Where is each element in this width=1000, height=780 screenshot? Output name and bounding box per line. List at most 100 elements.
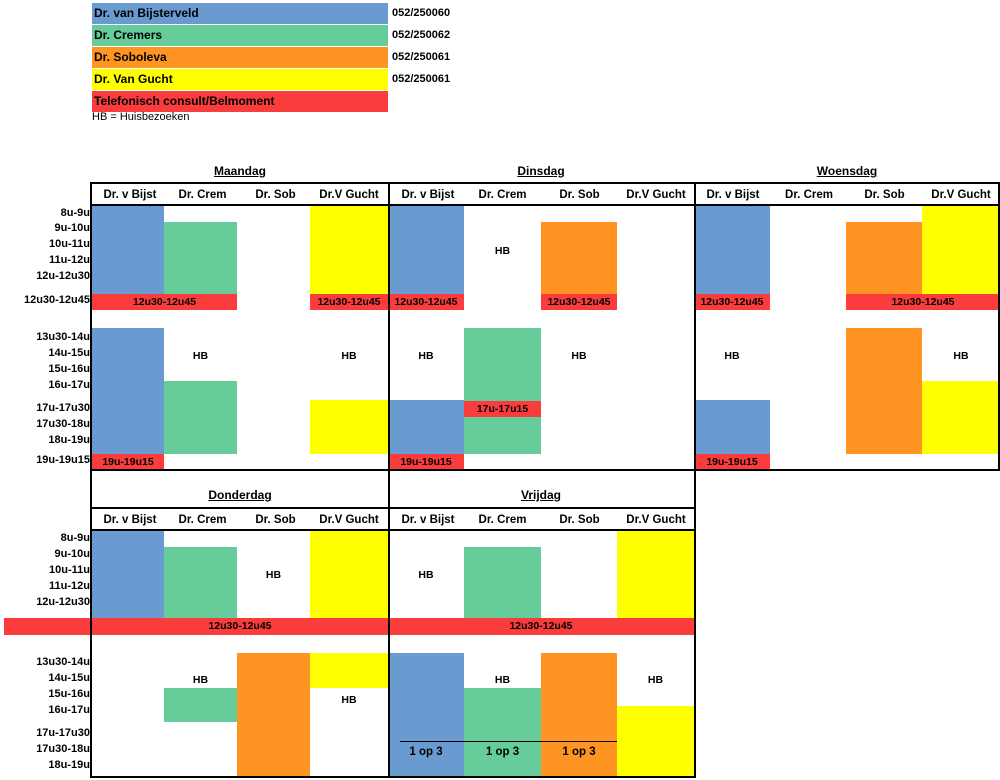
col-head-mon-sob: Dr. Sob [255,189,296,201]
call-mon-am-2 [310,294,388,310]
fri-crem-rotation: 1 op 3 [485,746,520,758]
block-fri-crem-am [464,547,541,618]
call-wed-am-1-label: 12u30-12u45 [700,296,764,308]
block-mon-bijst-pm [92,328,164,454]
connector-right [694,470,696,508]
hb-thu-sob-am: HB [265,569,282,581]
time-label: 11u-12u [49,254,90,266]
legend-item-cremers: Dr. Cremers [92,25,388,46]
col-head-thu-sob: Dr. Sob [255,514,296,526]
call-mon-pm [92,454,164,470]
day-title-thursday: Donderdag [208,488,272,502]
block-tue-bijst-am [388,206,464,294]
hb-tue-sob: HB [571,350,587,362]
block-thu-gucht-pm [310,653,388,688]
block-fri-crem-pm [464,688,541,776]
block-wed-bijst-pm [694,400,770,454]
block-mon-gucht-pm [310,400,388,454]
block-mon-crem-am [164,222,237,294]
col-head-mon-bijst: Dr. v Bijst [103,189,157,201]
block-thu-crem-pm [164,688,237,722]
block-mon-crem-pm [164,381,237,454]
col-head-fri-bijst: Dr. v Bijst [401,514,455,526]
col-head-tue-sob: Dr. Sob [559,189,600,201]
time-label: 17u30-18u [36,418,90,430]
time-label: 12u-12u30 [36,596,90,608]
header-separator-bottom [90,529,696,531]
time-label: 17u-17u30 [36,402,90,414]
call-mon-am-1 [92,294,237,310]
block-thu-bijst-am [92,531,164,618]
time-label: 15u-16u [48,363,90,375]
legend-phone-van-gucht: 052/250061 [392,73,451,85]
call-tue-am-1-label: 12u30-12u45 [394,296,458,308]
block-wed-bijst-am [694,206,770,294]
call-wed-evening-label: 19u-19u15 [706,456,758,468]
block-fri-gucht-pm [617,706,694,776]
legend-phone-van-bijsterveld: 052/250060 [392,7,451,19]
time-label: 19u-19u15 [36,454,90,466]
legend-note: HB = Huisbezoeken [92,111,190,123]
col-head-thu-crem: Dr. Crem [178,514,227,526]
call-wed-am-1 [694,294,770,310]
time-label: 17u-17u30 [36,727,90,739]
legend-item-phone-consult: Telefonisch consult/Belmoment [92,91,388,112]
time-label: 13u30-14u [36,331,90,343]
connector-middle [388,470,390,508]
col-head-wed-crem: Dr. Crem [785,189,833,201]
time-label: 16u-17u [48,379,90,391]
frame-wednesday [694,182,1000,471]
day-title-monday: Maandag [213,164,266,178]
hb-wed-bijst: HB [724,350,740,362]
col-head-thu-bijst: Dr. v Bijst [103,514,157,526]
call-wed-am-2-label: 12u30-12u45 [891,296,955,308]
frame-thursday [90,507,390,778]
col-head-mon-crem: Dr. Crem [178,189,227,201]
block-wed-gucht-pm [922,381,1000,454]
time-label: 16u-17u [48,704,90,716]
block-fri-sob-pm [541,653,617,776]
hb-mon-crem: HB [192,350,209,362]
block-wed-sob-pm [846,328,922,454]
frame-monday [90,182,390,471]
time-label: 10u-11u [49,238,90,250]
fri-sob-rotation: 1 op 3 [562,746,596,758]
call-mon-am-1-label: 12u30-12u45 [132,296,197,308]
time-label: 15u-16u [48,688,90,700]
connector-left [90,470,92,508]
time-label: 12u30-12u45 [23,294,90,306]
time-label: 9u-10u [54,548,90,560]
call-tue-evening [388,454,464,470]
time-label: 8u-9u [60,207,90,219]
block-tue-crem-pm [464,328,541,454]
call-mon-pm-label: 19u-19u15 [102,456,154,468]
call-tue-pm-label: 17u-17u15 [476,403,529,415]
fri-bijst-rotation: 1 op 3 [409,746,443,758]
block-thu-crem-am [164,547,237,618]
col-head-tue-bijst: Dr. v Bijst [401,189,455,201]
hb-thu-gucht: HB [341,694,357,706]
call-fri-noon [388,618,694,635]
legend-item-soboleva: Dr. Soboleva [92,47,388,68]
col-head-wed-sob: Dr. Sob [864,189,905,201]
time-label: 18u-19u [48,434,90,446]
legend-item-van-gucht: Dr. Van Gucht [92,69,388,90]
col-head-tue-gucht: Dr.V Gucht [626,189,686,201]
block-tue-bijst-pm [388,400,464,454]
col-head-fri-crem: Dr. Crem [478,514,527,526]
time-label: 9u-10u [54,222,90,234]
hb-tue-bijst: HB [418,350,434,362]
col-head-tue-crem: Dr. Crem [478,189,527,201]
call-wed-am-2 [846,294,1000,310]
time-label: 17u30-18u [36,743,90,755]
hb-thu-crem: HB [192,674,209,686]
one-of-three-line [400,741,617,742]
day-title-wednesday: Woensdag [816,164,878,178]
col-head-fri-gucht: Dr.V Gucht [626,514,686,526]
block-mon-gucht-am [310,206,388,294]
time-label: 18u-19u [48,759,90,771]
block-thu-gucht-am [310,531,388,618]
header-separator-top [90,204,1000,206]
call-thu-noon-label: 12u30-12u45 [208,620,272,632]
hb-mon-gucht: HB [341,350,357,362]
